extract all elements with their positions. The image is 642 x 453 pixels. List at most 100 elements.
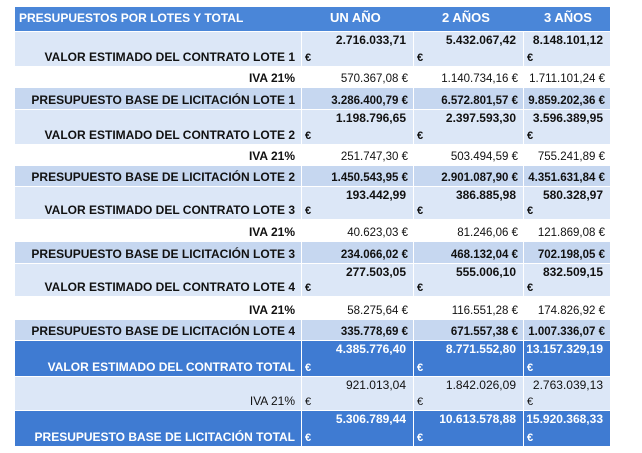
row-label: VALOR ESTIMADO DEL CONTRATO LOTE 2 [44, 128, 295, 142]
row-label: IVA 21% [248, 71, 295, 85]
cell-value: 468.132,04 € [450, 249, 518, 261]
currency-symbol: € [527, 52, 534, 64]
col-header-3-years: 3 AÑOS [544, 10, 592, 25]
currency-symbol: € [527, 396, 534, 408]
table-row: VALOR ESTIMADO DEL CONTRATO LOTE 4 €277.5… [15, 264, 610, 297]
cell-value: 5.306.789,44 [335, 412, 406, 426]
cell-value: 832.509,15 [542, 265, 603, 279]
currency-symbol: € [417, 432, 424, 444]
row-label: VALOR ESTIMADO DEL CONTRATO LOTE 1 [44, 50, 295, 64]
cell-value: 193.442,99 [345, 188, 406, 202]
cell-value: 10.613.578,88 [439, 412, 516, 426]
cell-value: 58.275,64 € [347, 305, 408, 317]
table-row: PRESUPUESTO BASE DE LICITACIÓN LOTE 2 1.4… [15, 166, 610, 187]
cell-value: 2.901.087,90 € [441, 172, 518, 184]
table-row: VALOR ESTIMADO DEL CONTRATO LOTE 2 €1.198… [15, 110, 610, 145]
cell-value: 335.778,69 € [340, 326, 408, 338]
table-row: VALOR ESTIMADO DEL CONTRATO TOTAL €4.385.… [15, 341, 610, 377]
table-row: IVA 21% €921.013,04 €1.842.026,09 €2.763.03… [15, 377, 610, 411]
currency-symbol: € [305, 396, 312, 408]
row-label: VALOR ESTIMADO DEL CONTRATO LOTE 4 [44, 280, 295, 294]
header-row: PRESUPUESTOS POR LOTES Y TOTAL UN AÑO 2 … [15, 7, 610, 32]
currency-symbol: € [305, 282, 312, 294]
currency-symbol: € [417, 205, 424, 217]
cell-value: 9.859.202,36 € [528, 95, 605, 107]
cell-value: 503.494,59 € [450, 151, 518, 163]
row-label: IVA 21% [248, 149, 295, 163]
table-title: PRESUPUESTOS POR LOTES Y TOTAL [19, 11, 244, 25]
currency-symbol: € [417, 282, 424, 294]
col-header-2-years: 2 AÑOS [442, 10, 490, 25]
table-row: IVA 21% 570.367,08 € 1.140.734,16 € 1.711.1… [15, 67, 610, 88]
row-label: PRESUPUESTO BASE DE LICITACIÓN LOTE 2 [31, 170, 295, 184]
table-row: IVA 21% 58.275,64 € 116.551,28 € 174.826,92… [15, 297, 610, 320]
cell-value: 13.157.329,19 [526, 342, 603, 356]
cell-value: 8.771.552,80 [445, 342, 516, 356]
cell-value: 8.148.101,12 [532, 33, 603, 47]
cell-value: 1.842.026,09 [445, 378, 516, 392]
currency-symbol: € [527, 362, 534, 374]
currency-symbol: € [527, 205, 534, 217]
row-label: PRESUPUESTO BASE DE LICITACIÓN LOTE 1 [31, 93, 295, 107]
table-row: VALOR ESTIMADO DEL CONTRATO LOTE 1 €2.716… [15, 32, 610, 67]
currency-symbol: € [417, 396, 424, 408]
table-row: PRESUPUESTO BASE DE LICITACIÓN LOTE 3 234… [15, 242, 610, 264]
row-label: PRESUPUESTO BASE DE LICITACIÓN TOTAL [34, 430, 295, 444]
cell-value: 570.367,08 € [340, 73, 408, 85]
cell-value: 3.596.389,95 [532, 111, 603, 125]
row-label: PRESUPUESTO BASE DE LICITACIÓN LOTE 4 [31, 324, 295, 338]
cell-value: 81.246,06 € [457, 227, 518, 239]
row-label: IVA 21% [249, 394, 295, 408]
cell-value: 121.869,08 € [537, 227, 605, 239]
cell-value: 174.826,92 € [537, 305, 605, 317]
currency-symbol: € [305, 52, 312, 64]
row-label: PRESUPUESTO BASE DE LICITACIÓN LOTE 3 [31, 247, 295, 261]
budget-table: PRESUPUESTOS POR LOTES Y TOTAL UN AÑO 2 … [15, 7, 610, 447]
row-label: IVA 21% [248, 225, 295, 239]
currency-symbol: € [417, 362, 424, 374]
cell-value: 40.623,03 € [347, 227, 408, 239]
currency-symbol: € [305, 205, 312, 217]
table-row: IVA 21% 251.747,30 € 503.494,59 € 755.241,8… [15, 145, 610, 166]
currency-symbol: € [527, 130, 534, 142]
cell-value: 580.328,97 [542, 188, 603, 202]
currency-symbol: € [527, 432, 534, 444]
currency-symbol: € [527, 282, 534, 294]
cell-value: 277.503,05 [345, 265, 406, 279]
row-label: IVA 21% [248, 303, 295, 317]
cell-value: 755.241,89 € [537, 151, 605, 163]
row-label: VALOR ESTIMADO DEL CONTRATO LOTE 3 [44, 203, 295, 217]
cell-value: 1.140.734,16 € [441, 73, 518, 85]
cell-value: 1.007.336,07 € [528, 326, 605, 338]
table-row: PRESUPUESTO BASE DE LICITACIÓN TOTAL €5.3… [15, 411, 610, 447]
cell-value: 4.385.776,40 [335, 342, 406, 356]
cell-value: 234.066,02 € [340, 249, 408, 261]
cell-value: 6.572.801,57 € [441, 95, 518, 107]
cell-value: 5.432.067,42 [445, 33, 516, 47]
cell-value: 702.198,05 € [537, 249, 605, 261]
cell-value: 2.763.039,13 [532, 378, 603, 392]
currency-symbol: € [417, 130, 424, 142]
cell-value: 4.351.631,84 € [528, 172, 605, 184]
row-label: VALOR ESTIMADO DEL CONTRATO TOTAL [47, 360, 295, 374]
cell-value: 15.920.368,33 [526, 412, 603, 426]
cell-value: 1.198.796,65 [335, 111, 406, 125]
col-header-1-year: UN AÑO [330, 10, 381, 25]
cell-value: 116.551,28 € [451, 305, 518, 317]
currency-symbol: € [305, 362, 312, 374]
cell-value: 671.557,38 € [450, 326, 518, 338]
cell-value: 921.013,04 [345, 378, 406, 392]
cell-value: 386.885,98 [455, 188, 516, 202]
currency-symbol: € [305, 432, 312, 444]
cell-value: 3.286.400,79 € [331, 95, 408, 107]
cell-value: 251.747,30 € [340, 151, 408, 163]
table-row: IVA 21% 40.623,03 € 81.246,06 € 121.869,08 … [15, 220, 610, 242]
currency-symbol: € [305, 130, 312, 142]
currency-symbol: € [417, 52, 424, 64]
table-row: VALOR ESTIMADO DEL CONTRATO LOTE 3 €193.4… [15, 187, 610, 220]
cell-value: 1.450.543,95 € [331, 172, 408, 184]
table-row: PRESUPUESTO BASE DE LICITACIÓN LOTE 1 3.2… [15, 88, 610, 110]
cell-value: 555.006,10 [455, 265, 516, 279]
table-row: PRESUPUESTO BASE DE LICITACIÓN LOTE 4 335… [15, 320, 610, 341]
cell-value: 1.711.101,24 € [529, 73, 605, 85]
